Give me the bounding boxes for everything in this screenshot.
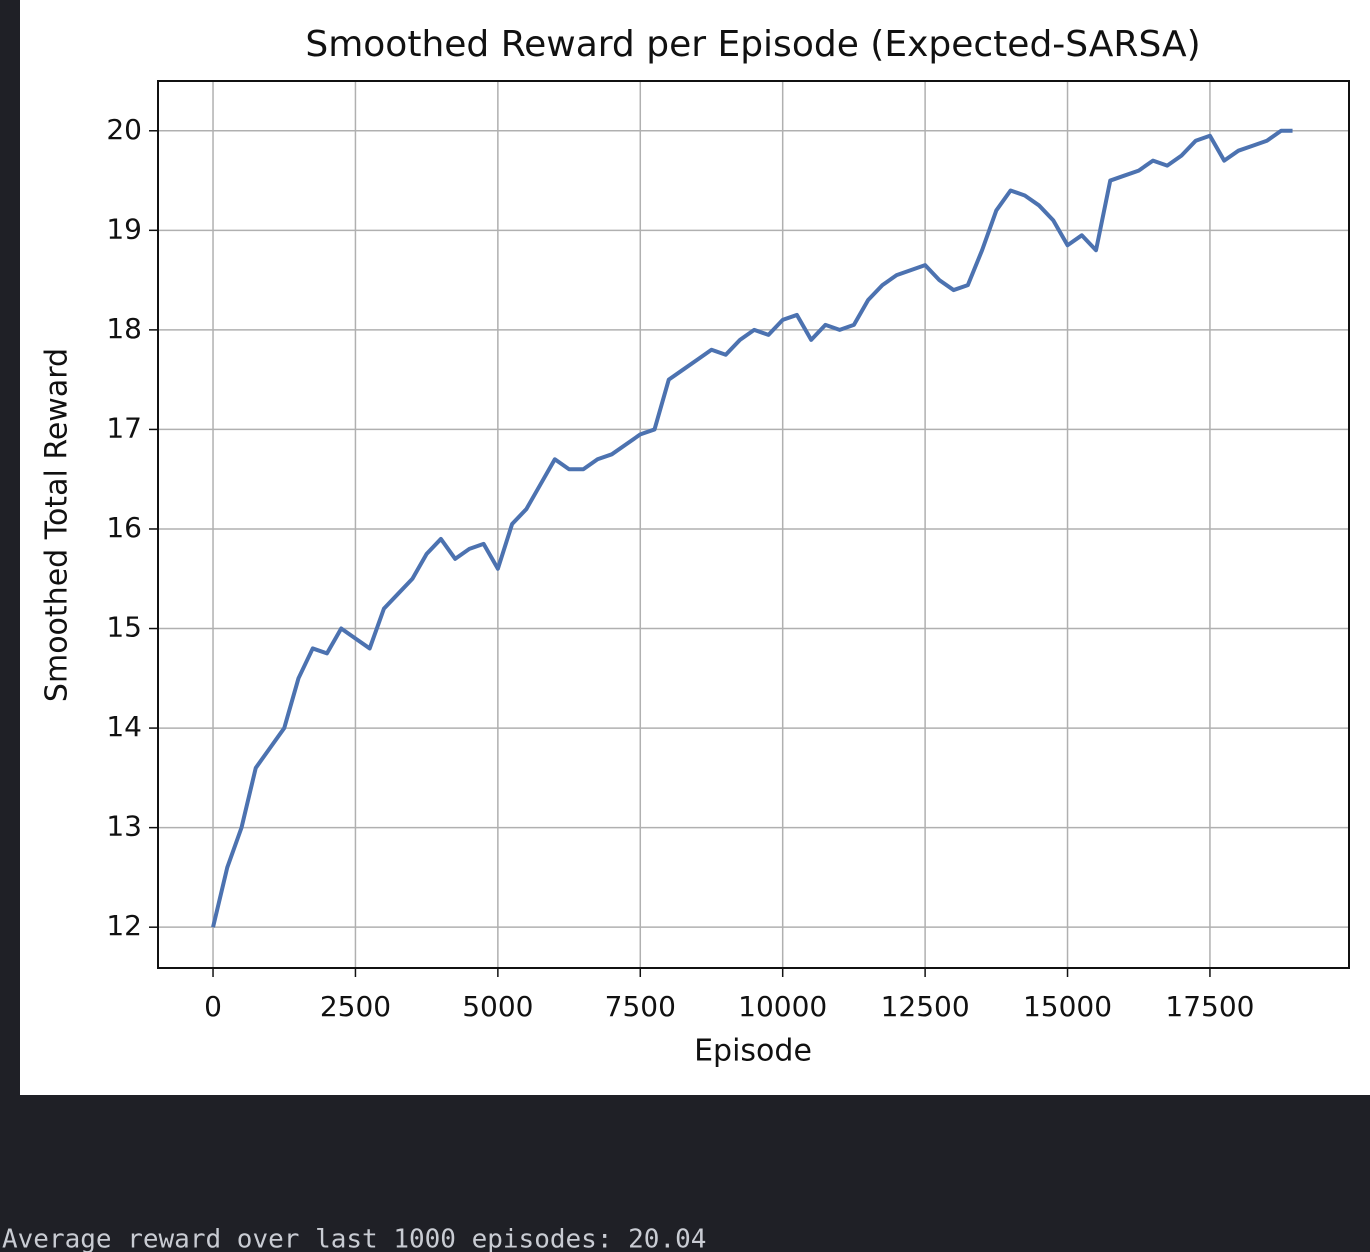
data-line xyxy=(211,128,1293,928)
y-tick-label: 18 xyxy=(106,312,142,345)
x-axis-label: Episode xyxy=(694,1034,812,1069)
figure xyxy=(20,0,1370,1095)
x-tick-label: 5000 xyxy=(462,990,533,1023)
x-tick-label: 15000 xyxy=(1023,990,1112,1023)
y-tick-label: 13 xyxy=(106,810,142,843)
output-text: Average reward over last 1000 episodes: … xyxy=(2,1225,706,1252)
y-tick-label: 17 xyxy=(106,411,142,444)
x-tick-label: 17500 xyxy=(1165,990,1254,1023)
x-tick-label: 7500 xyxy=(605,990,676,1023)
y-tick-label: 15 xyxy=(106,611,142,644)
y-tick-label: 14 xyxy=(106,710,142,743)
y-tick-label: 20 xyxy=(106,113,142,146)
chart-title: Smoothed Reward per Episode (Expected-SA… xyxy=(305,24,1200,65)
x-tick-label: 10000 xyxy=(738,990,827,1023)
y-axis-label: Smoothed Total Reward xyxy=(40,348,75,702)
y-tick-label: 19 xyxy=(106,212,142,245)
y-tick-label: 16 xyxy=(106,511,142,544)
x-tick-label: 2500 xyxy=(320,990,391,1023)
x-tick-label: 0 xyxy=(204,990,222,1023)
y-tick-label: 12 xyxy=(106,909,142,942)
plot-frame xyxy=(157,80,1350,969)
x-tick-label: 12500 xyxy=(881,990,970,1023)
